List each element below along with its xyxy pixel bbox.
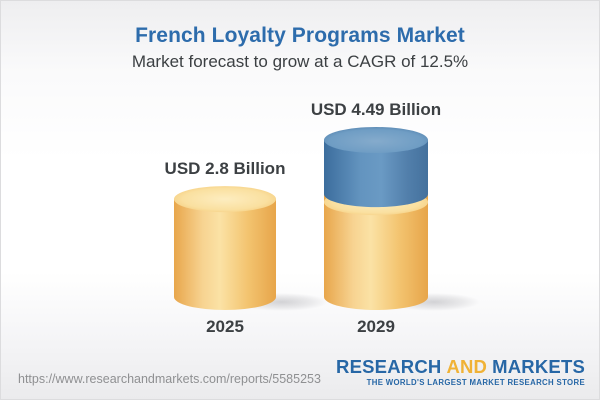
cylinder-2029 [324,127,480,311]
chart-subtitle: Market forecast to grow at a CAGR of 12.… [131,52,469,71]
chart-title: French Loyalty Programs Market [135,24,465,47]
logo-tagline: THE WORLD'S LARGEST MARKET RESEARCH STOR… [366,378,585,388]
category-label: 2029 [357,317,395,336]
logo-word-research: RESEARCH [336,356,442,377]
source-url: https://www.researchandmarkets.com/repor… [18,372,321,386]
researchandmarkets-logo: RESEARCH AND MARKETS THE WORLD'S LARGEST M… [336,356,585,388]
segment-top [174,186,276,213]
value-label: USD 4.49 Billion [310,100,442,119]
logo-word-markets: MARKETS [492,356,585,377]
bar-segment [174,199,276,310]
segment-top [324,127,428,153]
logo-word-and: AND [446,356,488,377]
value-label: USD 2.8 Billion [164,159,286,179]
cylinder-2025 [174,186,328,311]
category-label: 2025 [206,317,244,336]
bar-segment [324,140,428,208]
logo-wordmark: RESEARCH AND MARKETS [336,356,585,377]
bar-segment [324,194,428,310]
